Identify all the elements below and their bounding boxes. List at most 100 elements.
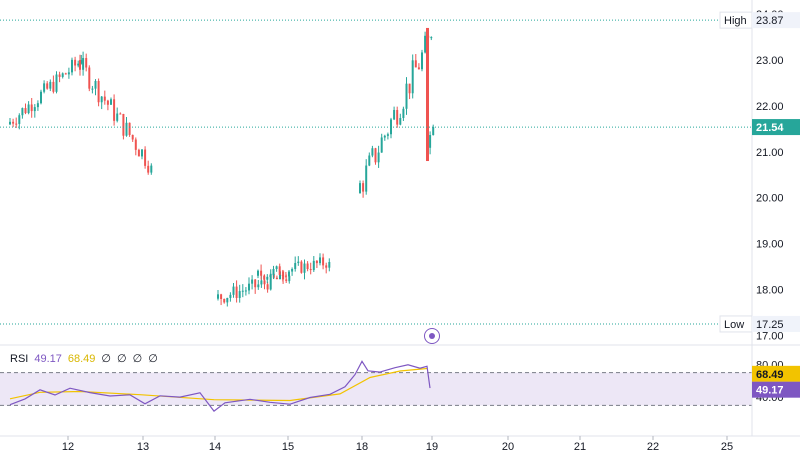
candle-body: [408, 83, 411, 94]
rsi-legend-extra-4: ∅: [148, 353, 158, 365]
candle-body: [266, 276, 269, 280]
candle-body: [220, 294, 223, 299]
candle-body: [362, 183, 365, 192]
candle-body: [27, 104, 30, 114]
time-tick-label: 18: [356, 441, 368, 450]
candle-body: [275, 266, 278, 270]
candle-body: [319, 257, 321, 264]
candle-body: [417, 67, 420, 70]
candle-body: [269, 275, 272, 277]
candle-body: [390, 119, 392, 135]
candle-body: [278, 266, 281, 275]
candle-body: [399, 118, 402, 125]
candle-body: [36, 103, 39, 108]
candle-body: [238, 291, 241, 298]
candle-body: [61, 73, 64, 77]
candle-body: [312, 260, 315, 271]
rsi-legend-extra-2: ∅: [117, 353, 127, 365]
candle-body: [285, 279, 288, 281]
low-value-box: [752, 315, 800, 332]
candle-body: [226, 297, 229, 303]
candle-body: [383, 135, 386, 138]
candle-body: [377, 152, 380, 163]
rsi-ma-badge: 68.49: [756, 369, 784, 381]
candle-body: [144, 149, 147, 166]
time-tick-label: 25: [721, 441, 733, 450]
candle-body: [88, 67, 91, 89]
candle-body: [232, 286, 235, 295]
candle-body: [275, 277, 278, 280]
candle-body: [430, 37, 433, 39]
candle-body: [279, 271, 281, 280]
candle-body: [251, 279, 254, 284]
candle-body: [309, 269, 312, 271]
candle-body: [58, 74, 61, 77]
candle-body: [116, 113, 119, 121]
candle-body: [77, 63, 80, 66]
candle-body: [24, 108, 27, 114]
high-label: High: [724, 15, 747, 27]
candle-body: [315, 260, 318, 264]
candle-body: [137, 149, 140, 157]
price-labels: High 23.87 Low 17.25 21.54: [719, 11, 800, 333]
time-tick-label: 15: [282, 441, 294, 450]
time-tick-label: 13: [137, 441, 149, 450]
rsi-legend-extra-1: ∅: [101, 353, 111, 365]
rsi-pane[interactable]: [0, 360, 752, 412]
rsi-ma-badge-box: [752, 365, 800, 382]
candle-body: [380, 137, 383, 153]
candle-body: [80, 60, 83, 64]
candle-body: [432, 127, 435, 136]
time-tick-label: 14: [209, 441, 221, 450]
candle-body: [291, 268, 294, 272]
time-axis[interactable]: 12 13 14 15 18 19 20 21 22 25: [62, 436, 733, 450]
price-tick-label: 21.00: [756, 147, 784, 159]
candle-body: [281, 274, 284, 276]
candle-body: [119, 113, 122, 115]
candle-body: [100, 96, 103, 103]
last-price-box: [752, 119, 800, 136]
candle-body: [91, 88, 94, 90]
rsi-ma-legend-value: 68.49: [67, 352, 96, 365]
candle-body: [71, 59, 73, 73]
candle-body: [263, 275, 266, 280]
time-tick-label: 22: [647, 441, 659, 450]
low-label: Low: [724, 319, 744, 331]
candle-body: [266, 284, 269, 290]
candle-body: [97, 80, 100, 103]
candle-body: [300, 261, 303, 273]
candle-body: [110, 99, 112, 105]
candle-body: [297, 261, 300, 264]
candle-body: [235, 286, 238, 298]
price-tick-label: 17.00: [756, 330, 784, 342]
price-tick-label: 22.00: [756, 101, 784, 113]
candle-body: [244, 290, 247, 292]
candle-body: [223, 298, 226, 303]
candle-body: [67, 72, 70, 75]
rsi-legend[interactable]: RSI 49.17 68.49 ∅ ∅ ∅ ∅: [10, 352, 158, 366]
candle-body: [424, 35, 427, 53]
time-tick-label: 21: [574, 441, 586, 450]
price-tick-label: 19.00: [756, 239, 784, 251]
candle-body: [414, 60, 417, 68]
price-tick-label: 18.00: [756, 285, 784, 297]
candle-body: [40, 91, 42, 104]
candle-body: [52, 81, 55, 92]
candle-body: [18, 115, 21, 124]
candle-body: [294, 263, 297, 269]
candle-body: [368, 155, 371, 166]
price-pane[interactable]: [0, 19, 752, 325]
price-tick-label: 23.00: [756, 55, 784, 67]
candle-body: [49, 81, 52, 89]
candle-body: [150, 165, 153, 173]
candle-body: [269, 273, 272, 290]
candle-body: [106, 100, 109, 105]
add-indicator-icon[interactable]: [424, 328, 440, 344]
high-value-box: [752, 12, 800, 29]
candle-body: [257, 270, 259, 276]
time-tick-label: 20: [502, 441, 514, 450]
price-tick-label: 20.00: [756, 193, 784, 205]
